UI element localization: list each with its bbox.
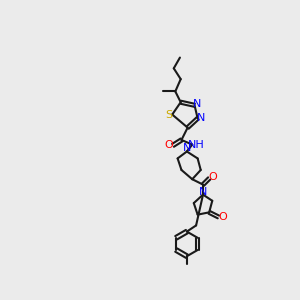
Text: N: N xyxy=(197,113,206,123)
Text: N: N xyxy=(193,99,201,109)
Text: N: N xyxy=(183,143,191,153)
Text: O: O xyxy=(164,140,173,150)
Text: O: O xyxy=(209,172,218,182)
Text: NH: NH xyxy=(188,140,205,150)
Text: N: N xyxy=(199,187,207,196)
Text: S: S xyxy=(166,110,173,119)
Text: O: O xyxy=(218,212,227,222)
